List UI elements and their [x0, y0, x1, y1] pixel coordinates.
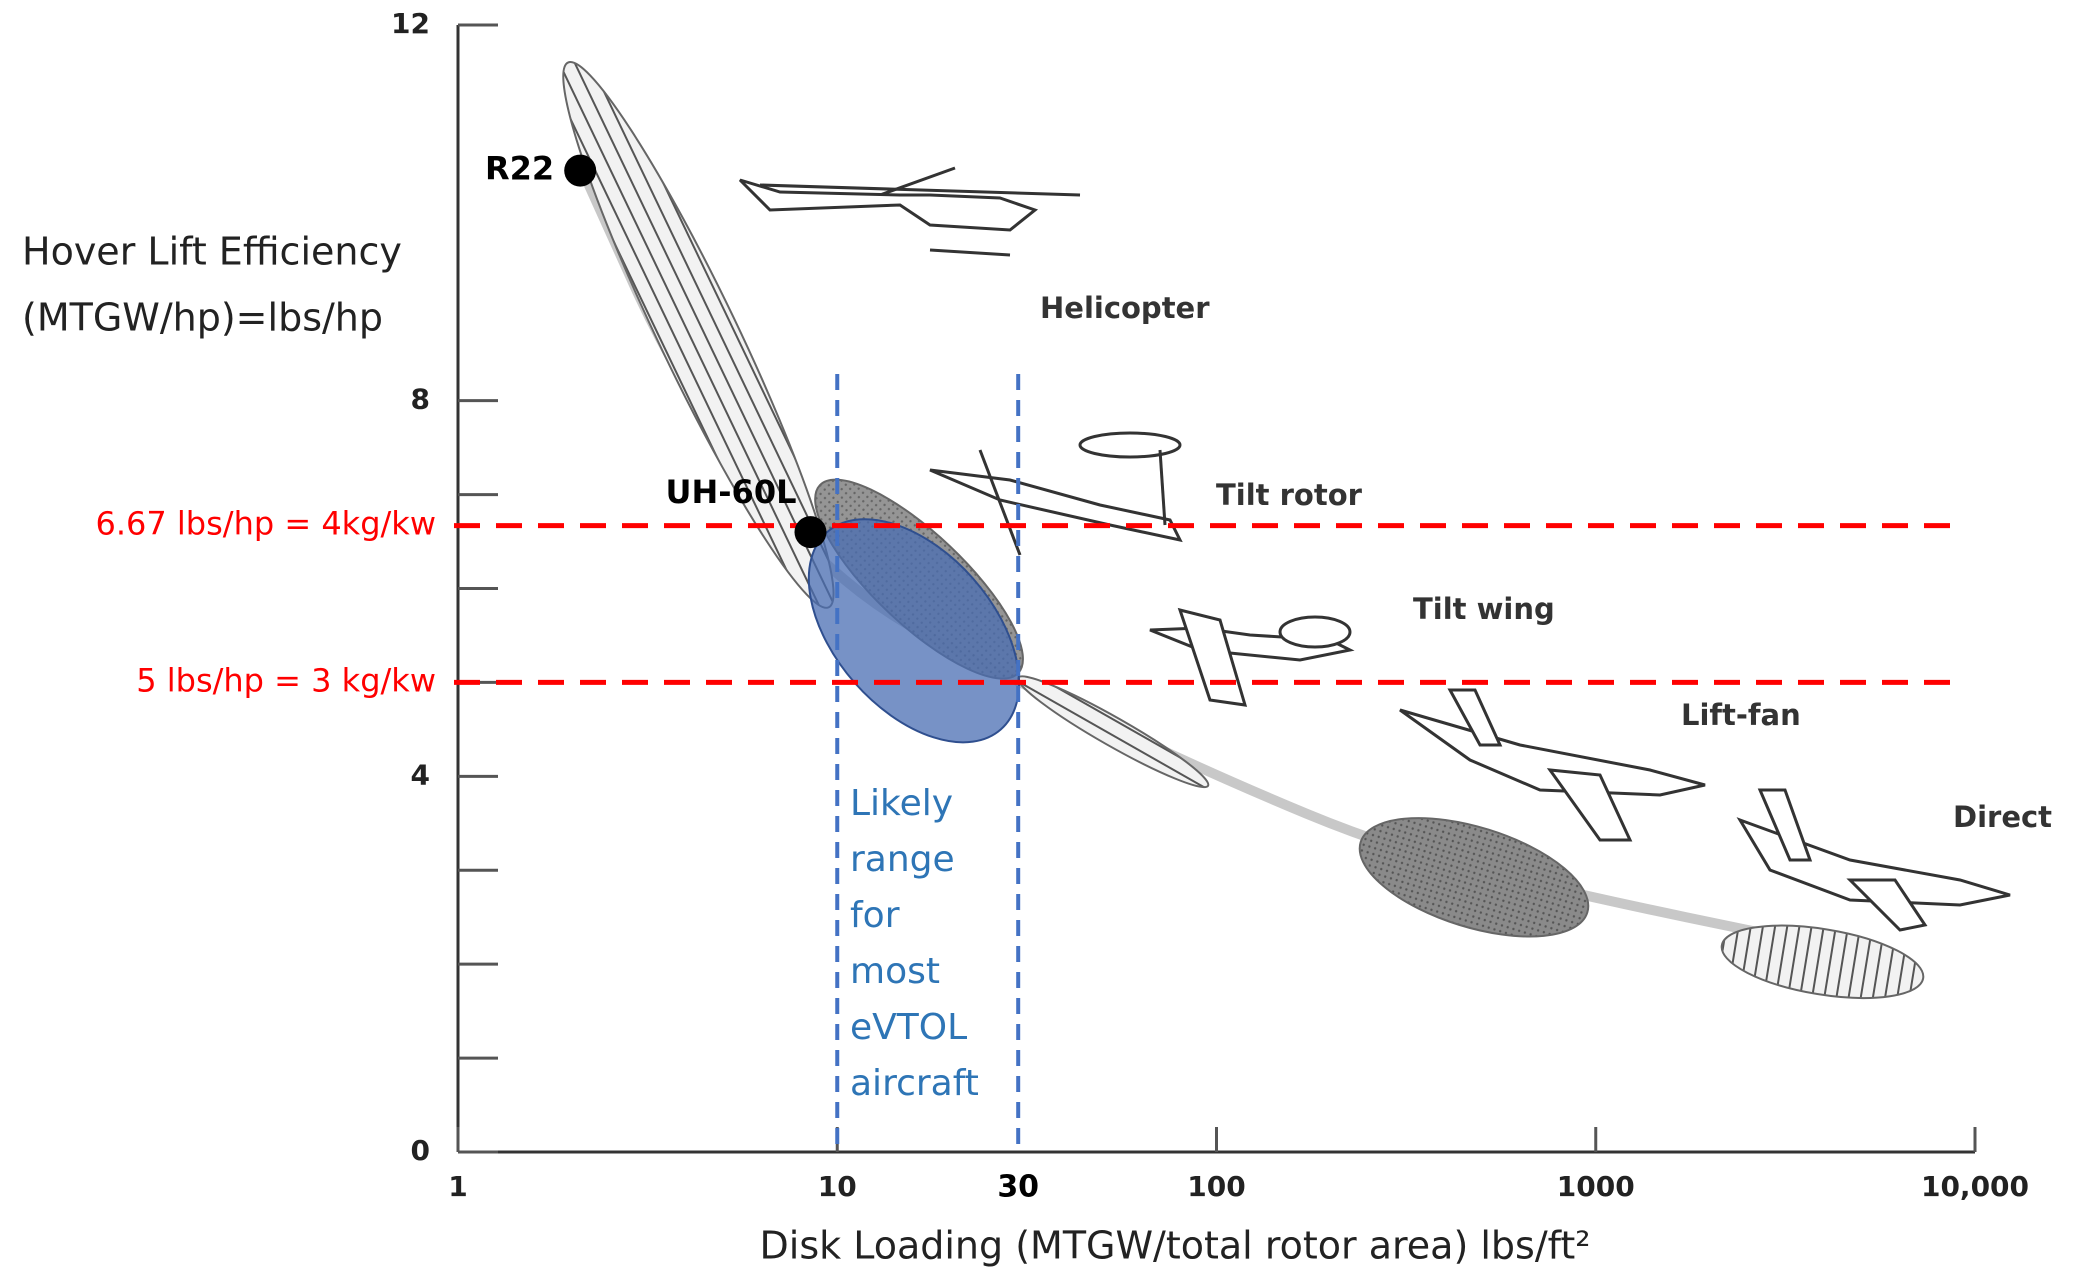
- x-tick-label: 100: [1187, 1170, 1245, 1203]
- region-label: Helicopter: [1040, 291, 1210, 325]
- point-label: UH-60L: [666, 473, 797, 511]
- direct-sketch: [1736, 788, 2011, 932]
- region: [1720, 924, 1925, 999]
- lift-fan-sketch: [1399, 688, 1706, 842]
- tilt-rotor-sketch: [929, 431, 1183, 556]
- x-tick-label: 1: [448, 1170, 467, 1203]
- y-tick-label: 0: [411, 1134, 430, 1167]
- range-text: most: [850, 951, 940, 992]
- aircraft-sketches: [738, 166, 2011, 932]
- point-label: R22: [485, 150, 554, 188]
- range-text: aircraft: [850, 1063, 979, 1104]
- data-point: [794, 516, 827, 549]
- helicopter-sketch: [738, 166, 1081, 257]
- region: [1016, 675, 1210, 789]
- data-point: [564, 154, 597, 187]
- y-axis-label: (MTGW/hp)=lbs/hp: [22, 296, 383, 340]
- x-tick-label: 1000: [1557, 1170, 1635, 1203]
- tilt-wing-sketch: [1149, 607, 1355, 707]
- reference-label: 6.67 lbs/hp = 4kg/kw: [95, 505, 436, 543]
- range-text: range: [850, 839, 955, 880]
- region-label: Direct: [1953, 800, 2052, 834]
- region-label: Tilt rotor: [1216, 478, 1363, 512]
- range-text: eVTOL: [850, 1007, 967, 1048]
- y-axis-label: Hover Lift Efficiency: [22, 230, 402, 274]
- x-axis-label: Disk Loading (MTGW/total rotor area) lbs…: [760, 1224, 1591, 1268]
- range-text: for: [850, 895, 900, 936]
- region-label: Lift-fan: [1681, 698, 1801, 732]
- region: [1358, 817, 1590, 938]
- range-text: Likely: [850, 783, 953, 824]
- x-tick-label: 10: [818, 1170, 857, 1203]
- x-tick-label-extra: 30: [997, 1170, 1039, 1205]
- reference-label: 5 lbs/hp = 3 kg/kw: [136, 661, 436, 699]
- y-tick-label: 4: [411, 758, 430, 791]
- x-tick-label: 10,000: [1921, 1170, 2029, 1203]
- region-label: Tilt wing: [1413, 592, 1555, 626]
- y-tick-label: 12: [391, 7, 430, 40]
- y-tick-label: 8: [411, 383, 430, 416]
